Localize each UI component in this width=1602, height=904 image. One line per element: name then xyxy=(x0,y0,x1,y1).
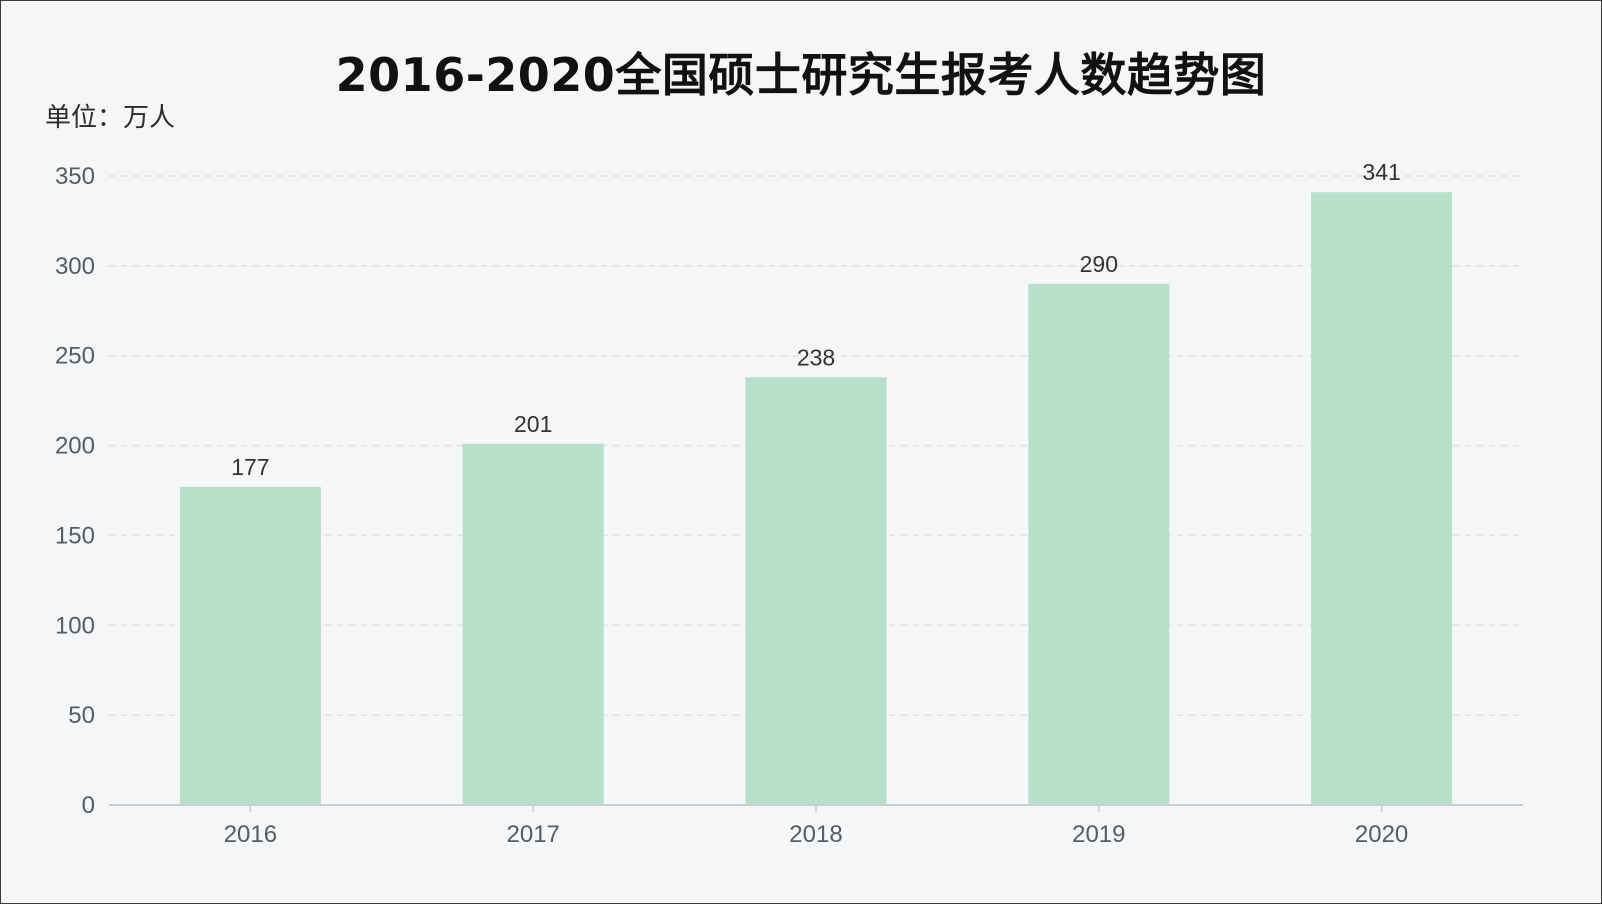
data-label-2019: 290 xyxy=(1080,251,1118,277)
data-label-2017: 201 xyxy=(514,411,552,437)
data-label-2016: 177 xyxy=(231,454,269,480)
x-tick-label-2019: 2019 xyxy=(1072,821,1125,848)
x-tick-label-2016: 2016 xyxy=(224,821,277,848)
x-tick-label-2020: 2020 xyxy=(1355,821,1408,848)
y-tick-label: 0 xyxy=(82,792,95,819)
data-label-2018: 238 xyxy=(797,344,835,370)
x-tick-label-2017: 2017 xyxy=(507,821,560,848)
y-tick-label: 100 xyxy=(55,612,95,639)
y-tick-label: 250 xyxy=(55,343,95,370)
y-axis-unit-label: 单位：万人 xyxy=(45,103,176,133)
y-tick-label: 350 xyxy=(55,163,95,190)
bar-2018 xyxy=(745,377,887,805)
y-tick-label: 200 xyxy=(55,433,95,460)
x-tick-label-2018: 2018 xyxy=(789,821,842,848)
bar-2020 xyxy=(1311,192,1453,805)
chart-title: 2016-2020全国硕士研究生报考人数趋势图 xyxy=(335,48,1267,102)
bar-2019 xyxy=(1028,283,1170,805)
bar-2016 xyxy=(179,486,321,805)
y-tick-label: 150 xyxy=(55,522,95,549)
data-label-2020: 341 xyxy=(1362,159,1400,185)
y-tick-label: 300 xyxy=(55,253,95,280)
bar-2017 xyxy=(462,443,604,805)
y-tick-label: 50 xyxy=(68,702,95,729)
